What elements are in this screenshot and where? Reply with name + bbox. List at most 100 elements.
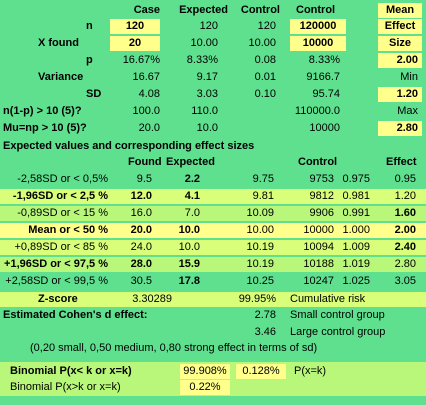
cell-c2: 9906: [309, 207, 334, 219]
label-p: p: [86, 54, 93, 66]
cell-found: 16.0: [130, 207, 152, 219]
cell-effect: 3.05: [394, 275, 416, 287]
cell-found: 30.5: [130, 275, 152, 287]
binomial-value-1: 99.908%: [180, 364, 230, 379]
header-expected: Expected: [179, 4, 228, 16]
label-n1p: n(1-p) > 10 (5)?: [3, 105, 82, 117]
zscore-value: 3.30289: [132, 293, 172, 305]
header-row: Case Expected Control Control Mean: [0, 3, 426, 18]
cohen-row-2: 3.46 Large control group: [0, 325, 426, 340]
row-label: +1,96SD or < 97,5 %: [4, 258, 108, 270]
header-expected2: Expected: [166, 156, 215, 168]
effect-note: (0,20 small, 0,50 medium, 0,80 strong ef…: [30, 342, 318, 354]
cell-c1: 10.09: [246, 207, 274, 219]
table-row: -0,89SD or < 15 % 16.0 7.0 10.09 9906 0.…: [0, 206, 426, 221]
band-row2: [0, 189, 426, 204]
row-label: -0,89SD or < 15 %: [17, 207, 108, 219]
cell-effect: 0.95: [394, 173, 416, 185]
table-row: +0,89SD or < 85 % 24.0 10.0 10.19 10094 …: [0, 240, 426, 255]
section-title: Expected values and corresponding effect…: [3, 140, 255, 152]
cell-found: 9.5: [136, 173, 152, 185]
row-p: p 16.67% 8.33% 0.08 8.33% 2.00: [0, 53, 426, 68]
cohen-small-value: 2.78: [254, 309, 276, 321]
cell-c1: 9.81: [252, 190, 274, 202]
band-row5: [0, 240, 426, 255]
cell-effect: 1.60: [394, 207, 416, 219]
cell-c3: 0.991: [342, 207, 370, 219]
row-n1p: n(1-p) > 10 (5)? 100.0 110.0 110000.0 Ma…: [0, 104, 426, 119]
cell-c1: 10.25: [246, 275, 274, 287]
cell-ctrl2-xfound[interactable]: 10000: [290, 36, 346, 51]
cell-ctrl2-p: 8.33%: [308, 54, 340, 66]
cell-case-var: 16.67: [132, 71, 160, 83]
cell-ctrl-xfound: 10.00: [248, 37, 276, 49]
cell-found: 20.0: [130, 224, 152, 236]
cell-c1: 9.75: [252, 173, 274, 185]
label-n: n: [86, 20, 93, 32]
label-mu: Mu=np > 10 (5)?: [3, 122, 87, 134]
cell-ctrl2-n1p: 110000.0: [294, 105, 340, 117]
band-zscore: [0, 292, 426, 307]
binomial-value-2: 0.128%: [236, 364, 286, 379]
label-variance: Variance: [38, 71, 84, 83]
section-title-row: Expected values and corresponding effect…: [0, 139, 426, 154]
cell-exp-mu: 10.0: [196, 122, 218, 134]
cell-case-xfound[interactable]: 20: [110, 36, 160, 51]
row-label: +2,58SD or < 99,5 %: [5, 275, 108, 287]
cohen-large-value: 3.46: [254, 326, 276, 338]
row-xfound: X found 20 10.00 10.00 10000 Size: [0, 36, 426, 51]
cell-ctrl2-n[interactable]: 120000: [290, 19, 346, 34]
cell-c3: 1.000: [342, 224, 370, 236]
cell-expected: 10.0: [178, 241, 200, 253]
zscore-label: Z-score: [38, 293, 78, 305]
cell-exp-p: 8.33%: [186, 54, 218, 66]
cell-ctrl2-sd: 95.74: [312, 88, 340, 100]
table-row: -1,96SD or < 2,5 % 12.0 4.1 9.81 9812 0.…: [0, 189, 426, 204]
label-max: Max: [397, 105, 418, 117]
binomial-label-1: Binomial P(x< k or x=k): [10, 365, 132, 377]
binomial-row-1: Binomial P(x< k or x=k) 99.908% 0.128% P…: [0, 364, 426, 379]
cell-c3: 1.019: [342, 258, 370, 270]
max-value: 2.80: [378, 121, 422, 136]
header-control2: Control: [298, 156, 338, 168]
cell-effect: 2.00: [394, 224, 416, 236]
cell-case-n[interactable]: 120: [110, 19, 160, 34]
binomial-pxk-label: P(x=k): [294, 365, 327, 377]
cell-c3: 1.009: [342, 241, 370, 253]
cohen-small-label: Small control group: [290, 309, 385, 321]
cohen-large-label: Large control group: [290, 326, 386, 338]
cell-c2: 9753: [309, 173, 334, 185]
table-row: +1,96SD or < 97,5 % 28.0 15.9 10.19 1018…: [0, 257, 426, 272]
table-row: Mean or < 50 % 20.0 10.0 10.00 10000 1.0…: [0, 223, 426, 238]
cell-expected: 7.0: [184, 207, 200, 219]
cell-ctrl-p: 0.08: [254, 54, 276, 66]
row-label: -1,96SD or < 2,5 %: [12, 190, 108, 202]
cell-c2: 10000: [303, 224, 334, 236]
binomial-value-3: 0.22%: [180, 380, 230, 395]
cell-case-n1p: 100.0: [132, 105, 160, 117]
row-label: -2,58SD or < 0,5%: [17, 173, 108, 185]
label-sd: SD: [86, 88, 102, 100]
header-found: Found: [128, 156, 162, 168]
cell-expected: 15.9: [178, 258, 200, 270]
min-value: 1.20: [378, 87, 422, 102]
binomial-row-2: Binomial P(x>k or x=k) 0.22%: [0, 380, 426, 395]
row-label: +0,89SD or < 85 %: [14, 241, 108, 253]
cohen-label: Estimated Cohen's d effect:: [3, 309, 148, 321]
cell-exp-n1p: 110.0: [191, 105, 218, 117]
row-label: Mean or < 50 %: [28, 224, 108, 236]
cell-expected: 17.8: [178, 275, 200, 287]
cell-ctrl-n: 120: [257, 20, 276, 32]
cell-case-sd: 4.08: [138, 88, 160, 100]
cell-ctrl-var: 0.01: [254, 71, 276, 83]
cell-effect: 2.40: [394, 241, 416, 253]
header-control-large: Control: [296, 4, 336, 16]
cell-ctrl2-var: 9166.7: [306, 71, 340, 83]
header-effect: Effect: [386, 156, 417, 168]
row-n: n 120 120 120 120000 Effect: [0, 19, 426, 34]
label-size: Size: [378, 36, 422, 51]
band-row6: [0, 257, 426, 272]
cell-case-p: 16.67%: [122, 54, 160, 66]
cell-exp-n: 120: [199, 20, 218, 32]
